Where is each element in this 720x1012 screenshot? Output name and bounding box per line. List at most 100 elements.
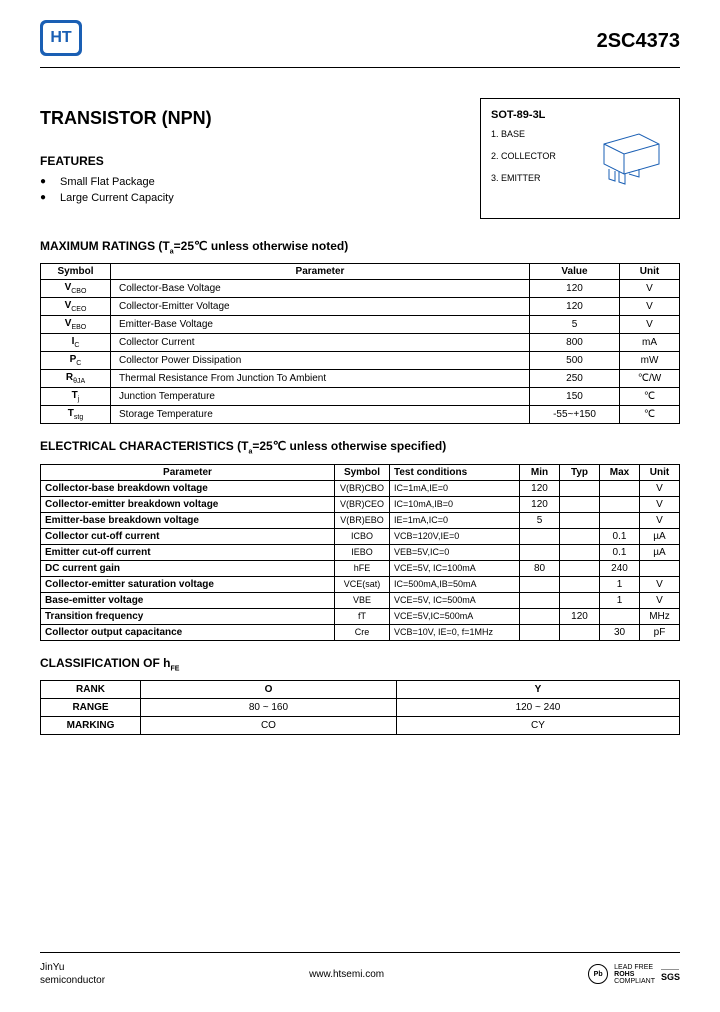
electrical-table: Parameter Symbol Test conditions Min Typ… — [40, 464, 680, 641]
part-number: 2SC4373 — [597, 30, 680, 53]
cell-max — [600, 480, 640, 496]
cell-param: Collector Current — [111, 334, 530, 352]
cell-max: 240 — [600, 560, 640, 576]
cell-max — [600, 512, 640, 528]
cell: CY — [396, 717, 679, 735]
cell-max — [600, 496, 640, 512]
cell-min — [520, 544, 560, 560]
cell-value: 250 — [530, 370, 620, 388]
cell-param: Storage Temperature — [111, 406, 530, 424]
cell-symbol: V(BR)EBO — [335, 512, 390, 528]
cell-symbol: VCBO — [41, 280, 111, 298]
cell-symbol: Cre — [335, 624, 390, 640]
cell-unit: mW — [620, 352, 680, 370]
col-header: Value — [530, 264, 620, 280]
page-title: TRANSISTOR (NPN) — [40, 108, 480, 129]
cell-max — [600, 608, 640, 624]
table-row: MARKING CO CY — [41, 717, 680, 735]
cell-value: 800 — [530, 334, 620, 352]
cell-conditions: VEB=5V,IC=0 — [390, 544, 520, 560]
cell-typ — [560, 592, 600, 608]
cell: Y — [396, 681, 679, 699]
footer-compliance: Pb LEAD FREE ROHS COMPLIANT ——— SGS — [588, 964, 680, 985]
cell-unit: pF — [640, 624, 680, 640]
ratings-heading: MAXIMUM RATINGS (Ta=25℃ unless otherwise… — [40, 239, 680, 255]
cell-param: Emitter-base breakdown voltage — [41, 512, 335, 528]
cell-typ — [560, 560, 600, 576]
cell-unit: ℃ — [620, 406, 680, 424]
cell-unit: ℃ — [620, 388, 680, 406]
cell-max: 1 — [600, 576, 640, 592]
cell-unit: V — [640, 576, 680, 592]
cell-unit: MHz — [640, 608, 680, 624]
table-header-row: Symbol Parameter Value Unit — [41, 264, 680, 280]
cell-param: Collector cut-off current — [41, 528, 335, 544]
table-row: VCEO Collector-Emitter Voltage 120 V — [41, 298, 680, 316]
table-row: RANK O Y — [41, 681, 680, 699]
cell-symbol: VBE — [335, 592, 390, 608]
cell-conditions: IC=10mA,IB=0 — [390, 496, 520, 512]
cell-symbol: Tstg — [41, 406, 111, 424]
col-header: Parameter — [41, 464, 335, 480]
cell-conditions: IC=500mA,IB=50mA — [390, 576, 520, 592]
logo: HT — [40, 20, 82, 62]
header: HT 2SC4373 — [40, 20, 680, 62]
col-header: Test conditions — [390, 464, 520, 480]
package-diagram-icon — [589, 129, 669, 189]
table-row: PC Collector Power Dissipation 500 mW — [41, 352, 680, 370]
cell-symbol: VCE(sat) — [335, 576, 390, 592]
cell-value: 120 — [530, 280, 620, 298]
classification-heading: CLASSIFICATION OF hFE — [40, 656, 680, 672]
cell-conditions: VCE=5V,IC=500mA — [390, 608, 520, 624]
cell-max: 1 — [600, 592, 640, 608]
cell-symbol: V(BR)CBO — [335, 480, 390, 496]
cell-symbol: PC — [41, 352, 111, 370]
pin-label: 1. BASE — [491, 129, 589, 139]
cell-min — [520, 608, 560, 624]
pb-free-icon: Pb — [588, 964, 608, 984]
table-row: Emitter-base breakdown voltage V(BR)EBO … — [41, 512, 680, 528]
cell-unit: V — [640, 496, 680, 512]
cell-value: 120 — [530, 298, 620, 316]
package-title: SOT-89-3L — [491, 109, 669, 121]
cell-unit: µA — [640, 528, 680, 544]
cell-conditions: VCB=10V, IE=0, f=1MHz — [390, 624, 520, 640]
col-header: Unit — [620, 264, 680, 280]
cell-typ — [560, 496, 600, 512]
table-row: RθJA Thermal Resistance From Junction To… — [41, 370, 680, 388]
cell-symbol: ICBO — [335, 528, 390, 544]
cell-param: Collector-base breakdown voltage — [41, 480, 335, 496]
cell-param: Transition frequency — [41, 608, 335, 624]
cell: O — [141, 681, 397, 699]
cell-param: Collector Power Dissipation — [111, 352, 530, 370]
table-row: Collector-base breakdown voltage V(BR)CB… — [41, 480, 680, 496]
footer-divider — [40, 952, 680, 953]
logo-text: HT — [43, 23, 79, 53]
cell-conditions: VCE=5V, IC=500mA — [390, 592, 520, 608]
cell-param: Emitter-Base Voltage — [111, 316, 530, 334]
cell-min: 80 — [520, 560, 560, 576]
cell-unit: V — [640, 480, 680, 496]
table-header-row: Parameter Symbol Test conditions Min Typ… — [41, 464, 680, 480]
features-list: Small Flat Package Large Current Capacit… — [40, 176, 480, 204]
col-header: Parameter — [111, 264, 530, 280]
table-row: Tj Junction Temperature 150 ℃ — [41, 388, 680, 406]
cell-conditions: VCB=120V,IE=0 — [390, 528, 520, 544]
electrical-heading: ELECTRICAL CHARACTERISTICS (Ta=25℃ unles… — [40, 439, 680, 455]
table-row: VCBO Collector-Base Voltage 120 V — [41, 280, 680, 298]
cell-symbol: fT — [335, 608, 390, 624]
table-row: Collector cut-off current ICBO VCB=120V,… — [41, 528, 680, 544]
pin-label: 3. EMITTER — [491, 173, 589, 183]
cell-symbol: hFE — [335, 560, 390, 576]
col-header: Symbol — [41, 264, 111, 280]
cell: 80 ~ 160 — [141, 699, 397, 717]
cell-max: 0.1 — [600, 544, 640, 560]
cell-typ — [560, 480, 600, 496]
cell-conditions: IC=1mA,IE=0 — [390, 480, 520, 496]
footer-company: JinYu semiconductor — [40, 961, 105, 987]
table-row: Tstg Storage Temperature -55~+150 ℃ — [41, 406, 680, 424]
cell-typ — [560, 512, 600, 528]
cell-unit: V — [620, 280, 680, 298]
cell-conditions: IE=1mA,IC=0 — [390, 512, 520, 528]
table-row: VEBO Emitter-Base Voltage 5 V — [41, 316, 680, 334]
